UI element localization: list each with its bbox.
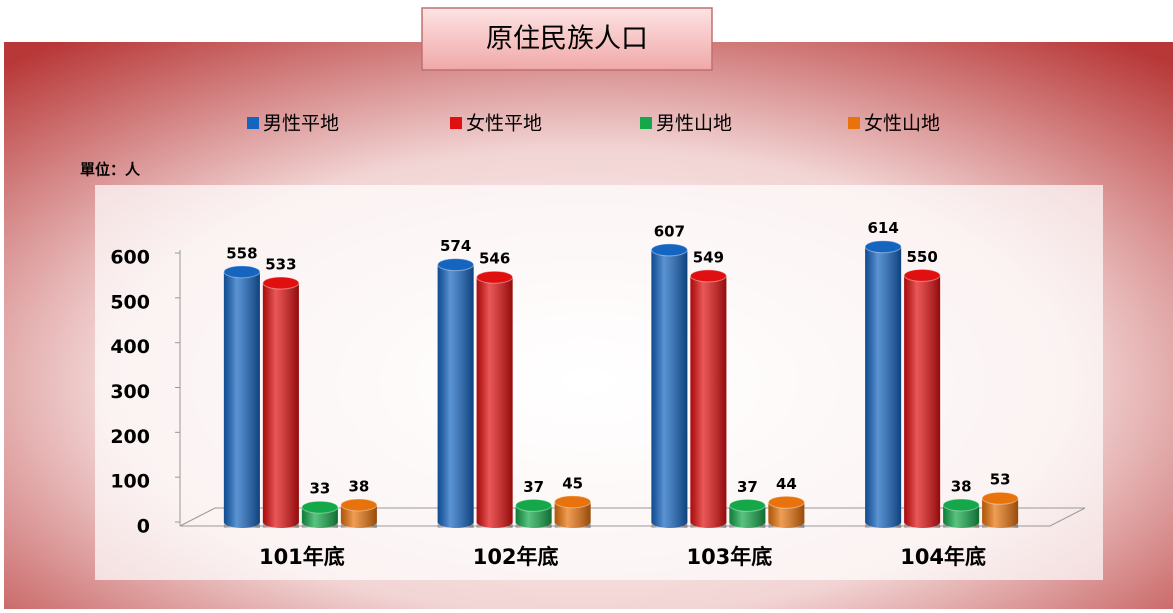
y-tick-label: 400 <box>110 336 150 358</box>
legend-label: 男性山地 <box>656 113 732 135</box>
chart-title: 原住民族人口 <box>486 24 648 55</box>
data-label: 33 <box>309 480 330 498</box>
bar-top <box>864 240 902 254</box>
bar-top <box>476 270 514 284</box>
y-tick-label: 300 <box>110 381 150 403</box>
bar-shade <box>904 275 941 528</box>
legend-label: 女性平地 <box>466 113 542 135</box>
data-label: 546 <box>479 250 510 268</box>
bar-top <box>437 258 475 272</box>
bar-top <box>728 498 766 512</box>
bar-shade <box>223 271 260 528</box>
bar-top <box>903 268 941 282</box>
data-label: 558 <box>226 244 257 262</box>
data-label: 53 <box>990 471 1011 489</box>
bar-shade <box>301 507 338 528</box>
legend-swatch <box>247 117 259 129</box>
legend-swatch <box>450 117 462 129</box>
data-label: 38 <box>348 477 369 495</box>
title-box <box>421 7 713 71</box>
bar-top <box>340 498 378 512</box>
x-tick-label: 104年底 <box>900 545 986 569</box>
bar-shade <box>651 249 688 528</box>
y-tick-label: 600 <box>110 247 150 269</box>
bar-shade <box>476 277 513 528</box>
data-label: 37 <box>737 478 758 496</box>
bar-shade <box>865 246 902 528</box>
data-label: 44 <box>776 475 797 493</box>
bar-shade <box>262 283 299 528</box>
y-tick-label: 0 <box>137 516 150 538</box>
legend-swatch <box>848 117 860 129</box>
data-label: 607 <box>654 222 685 240</box>
bar-top <box>650 243 688 257</box>
bar-top <box>942 498 980 512</box>
bar-top <box>554 495 592 509</box>
unit-label: 單位：人 <box>80 161 141 179</box>
data-label: 550 <box>906 248 937 266</box>
bar-shade <box>340 504 377 528</box>
bar-top <box>515 498 553 512</box>
x-tick-label: 101年底 <box>259 545 345 569</box>
bar-top <box>981 491 1019 505</box>
bar-shade <box>515 505 552 528</box>
bar-shade <box>690 275 727 528</box>
bar-shade <box>437 264 474 528</box>
x-tick-label: 103年底 <box>686 545 772 569</box>
bar-top <box>689 269 727 283</box>
bar-top <box>223 265 261 279</box>
data-label: 574 <box>440 237 471 255</box>
data-label: 37 <box>523 478 544 496</box>
bar-top <box>262 276 300 290</box>
bar-shade <box>729 505 766 528</box>
x-tick-label: 102年底 <box>473 545 559 569</box>
legend-label: 女性山地 <box>864 113 940 135</box>
legend-label: 男性平地 <box>263 113 339 135</box>
bar-shade <box>943 504 980 528</box>
y-tick-label: 200 <box>110 426 150 448</box>
y-tick-label: 100 <box>110 471 150 493</box>
legend-swatch <box>640 117 652 129</box>
y-tick-label: 500 <box>110 291 150 313</box>
bar-top <box>767 495 805 509</box>
data-label: 549 <box>693 248 724 266</box>
data-label: 614 <box>867 219 898 237</box>
bar-top <box>301 500 339 514</box>
data-label: 38 <box>951 477 972 495</box>
data-label: 533 <box>265 256 296 274</box>
data-label: 45 <box>562 474 583 492</box>
